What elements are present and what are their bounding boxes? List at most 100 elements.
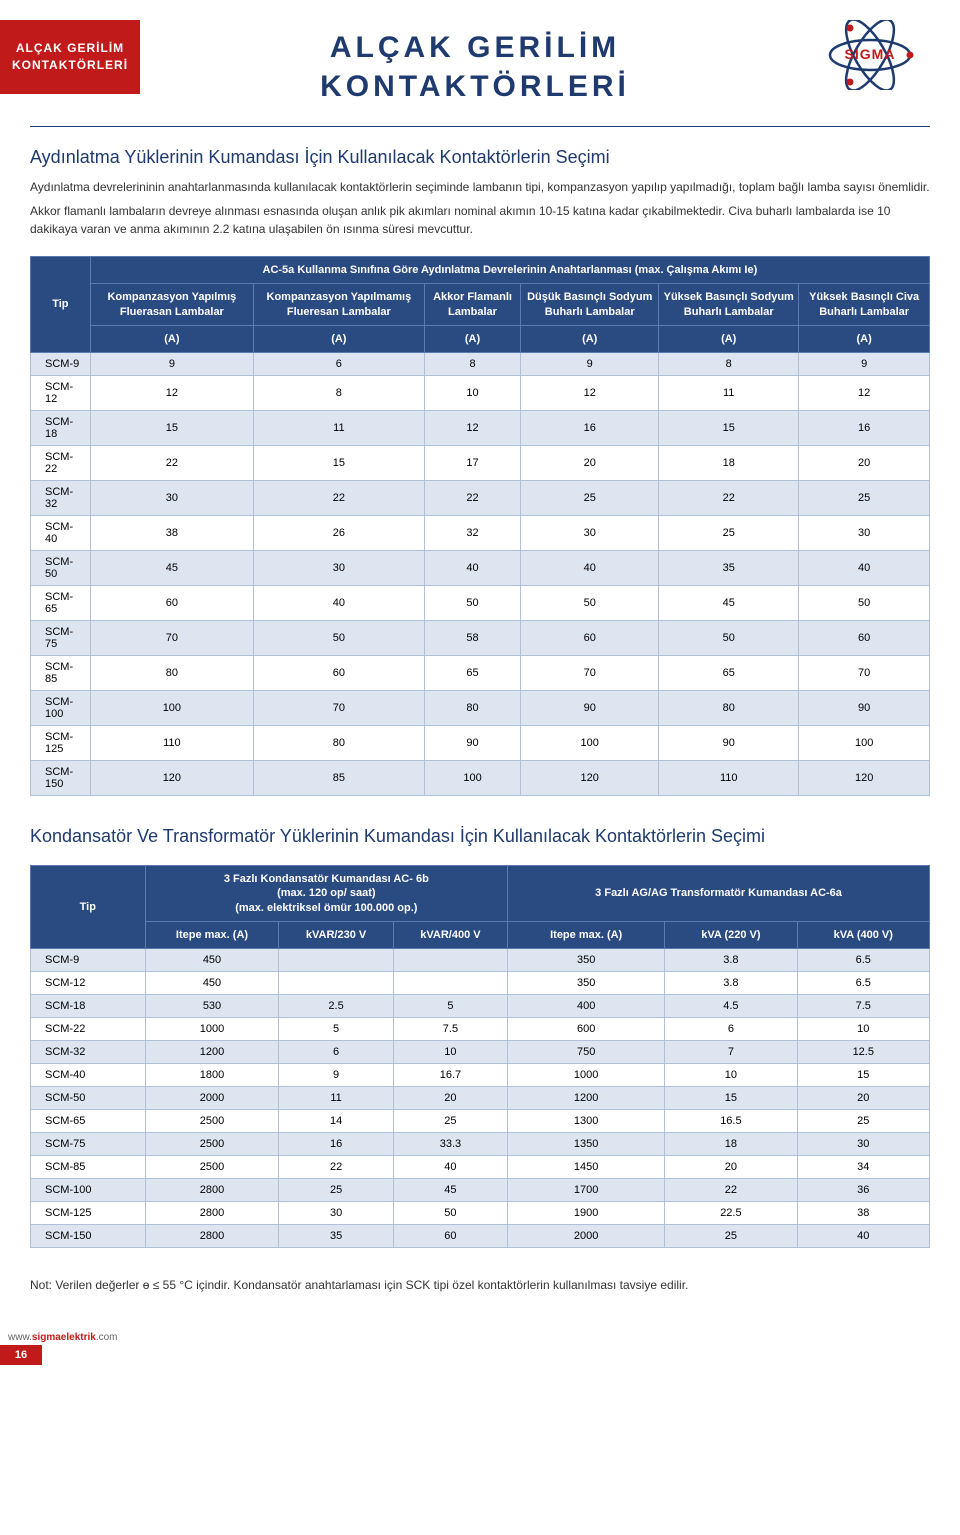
value-cell: 14 [279,1110,393,1133]
value-cell: 20 [665,1156,797,1179]
spanner-left-l3: (max. elektriksel ömür 100.000 op.) [150,901,504,915]
capacitor-transformer-table: Tip 3 Fazlı Kondansatör Kumandası AC- 6b… [30,865,930,1248]
footer-url: www.sigmaelektrik.com [0,1332,960,1343]
col-spanner-left: 3 Fazlı Kondansatör Kumandası AC- 6b (ma… [145,866,508,922]
value-cell: 9 [521,353,659,376]
value-cell: 16.5 [665,1110,797,1133]
value-cell: 1000 [145,1018,279,1041]
table-row: SCM-85806065706570 [31,656,930,691]
table-row: SCM-22100057.5600610 [31,1018,930,1041]
value-cell: 35 [659,551,799,586]
value-cell: 20 [393,1087,507,1110]
value-cell: 16.7 [393,1064,507,1087]
value-cell: 2500 [145,1133,279,1156]
type-cell: SCM-18 [31,995,146,1018]
section-2: Kondansatör Ve Transformatör Yüklerinin … [0,826,960,1248]
lighting-table: Tip AC-5a Kullanma Sınıfına Göre Aydınla… [30,256,930,796]
value-cell: 3.8 [665,972,797,995]
col-unit: (A) [799,325,930,352]
section1-title: Aydınlatma Yüklerinin Kumandası İçin Kul… [30,147,930,168]
value-cell: 70 [799,656,930,691]
type-cell: SCM-9 [31,949,146,972]
type-cell: SCM-125 [31,726,91,761]
value-cell: 2000 [508,1225,665,1248]
value-cell: 22 [424,481,521,516]
value-cell: 80 [90,656,253,691]
value-cell: 30 [90,481,253,516]
type-cell: SCM-85 [31,1156,146,1179]
spanner-left-l2: (max. 120 op/ saat) [150,886,504,900]
value-cell: 40 [799,551,930,586]
type-cell: SCM-50 [31,1087,146,1110]
value-cell: 22 [279,1156,393,1179]
col-header: Kompanzasyon Yapılmış Fluerasan Lambalar [90,284,253,326]
col-header: Kompanzasyon Yapılmamış Flueresan Lambal… [253,284,424,326]
table-row: SCM-1002800254517002236 [31,1179,930,1202]
table-row: SCM-852500224014502034 [31,1156,930,1179]
value-cell: 100 [424,761,521,796]
badge-line2: KONTAKTÖRLERİ [10,57,130,74]
value-cell: 20 [799,446,930,481]
type-cell: SCM-65 [31,586,91,621]
table-row: SCM-32302222252225 [31,481,930,516]
value-cell: 7.5 [393,1018,507,1041]
value-cell: 26 [253,516,424,551]
value-cell: 90 [659,726,799,761]
url-post: .com [96,1332,118,1343]
value-cell: 25 [799,481,930,516]
value-cell: 22 [659,481,799,516]
value-cell: 10 [424,376,521,411]
value-cell: 8 [424,353,521,376]
value-cell: 22 [253,481,424,516]
section2-title: Kondansatör Ve Transformatör Yüklerinin … [30,826,930,847]
value-cell: 80 [424,691,521,726]
value-cell: 1000 [508,1064,665,1087]
value-cell: 50 [393,1202,507,1225]
col-tip: Tip [31,257,91,353]
value-cell: 6 [279,1041,393,1064]
table-row: SCM-40382632302530 [31,516,930,551]
col-subheader: kVA (220 V) [665,922,797,949]
value-cell: 25 [659,516,799,551]
type-cell: SCM-9 [31,353,91,376]
value-cell: 15 [253,446,424,481]
value-cell: 5 [279,1018,393,1041]
table-row: SCM-185302.554004.57.5 [31,995,930,1018]
type-cell: SCM-85 [31,656,91,691]
value-cell: 120 [90,761,253,796]
value-cell: 5 [393,995,507,1018]
value-cell: 10 [393,1041,507,1064]
table-row: SCM-75705058605060 [31,621,930,656]
value-cell: 45 [659,586,799,621]
value-cell: 11 [279,1087,393,1110]
value-cell: 12.5 [797,1041,929,1064]
value-cell: 1800 [145,1064,279,1087]
value-cell: 70 [253,691,424,726]
brand-logo: SIGMA [810,20,930,95]
value-cell: 15 [90,411,253,446]
value-cell: 33.3 [393,1133,507,1156]
page-number: 16 [0,1345,42,1365]
value-cell: 16 [279,1133,393,1156]
table-row: SCM-401800916.710001015 [31,1064,930,1087]
value-cell: 32 [424,516,521,551]
type-cell: SCM-150 [31,761,91,796]
value-cell: 40 [393,1156,507,1179]
value-cell: 8 [659,353,799,376]
value-cell: 400 [508,995,665,1018]
value-cell [279,949,393,972]
value-cell: 60 [799,621,930,656]
value-cell: 1300 [508,1110,665,1133]
table-row: SCM-50453040403540 [31,551,930,586]
value-cell: 22 [90,446,253,481]
spanner-left-l1: 3 Fazlı Kondansatör Kumandası AC- 6b [150,872,504,886]
type-cell: SCM-18 [31,411,91,446]
col-unit: (A) [659,325,799,352]
value-cell: 100 [90,691,253,726]
table-row: SCM-6525001425130016.525 [31,1110,930,1133]
col-spanner-right: 3 Fazlı AG/AG Transformatör Kumandası AC… [508,866,930,922]
type-cell: SCM-32 [31,481,91,516]
value-cell: 11 [659,376,799,411]
col-unit: (A) [521,325,659,352]
value-cell: 25 [797,1110,929,1133]
